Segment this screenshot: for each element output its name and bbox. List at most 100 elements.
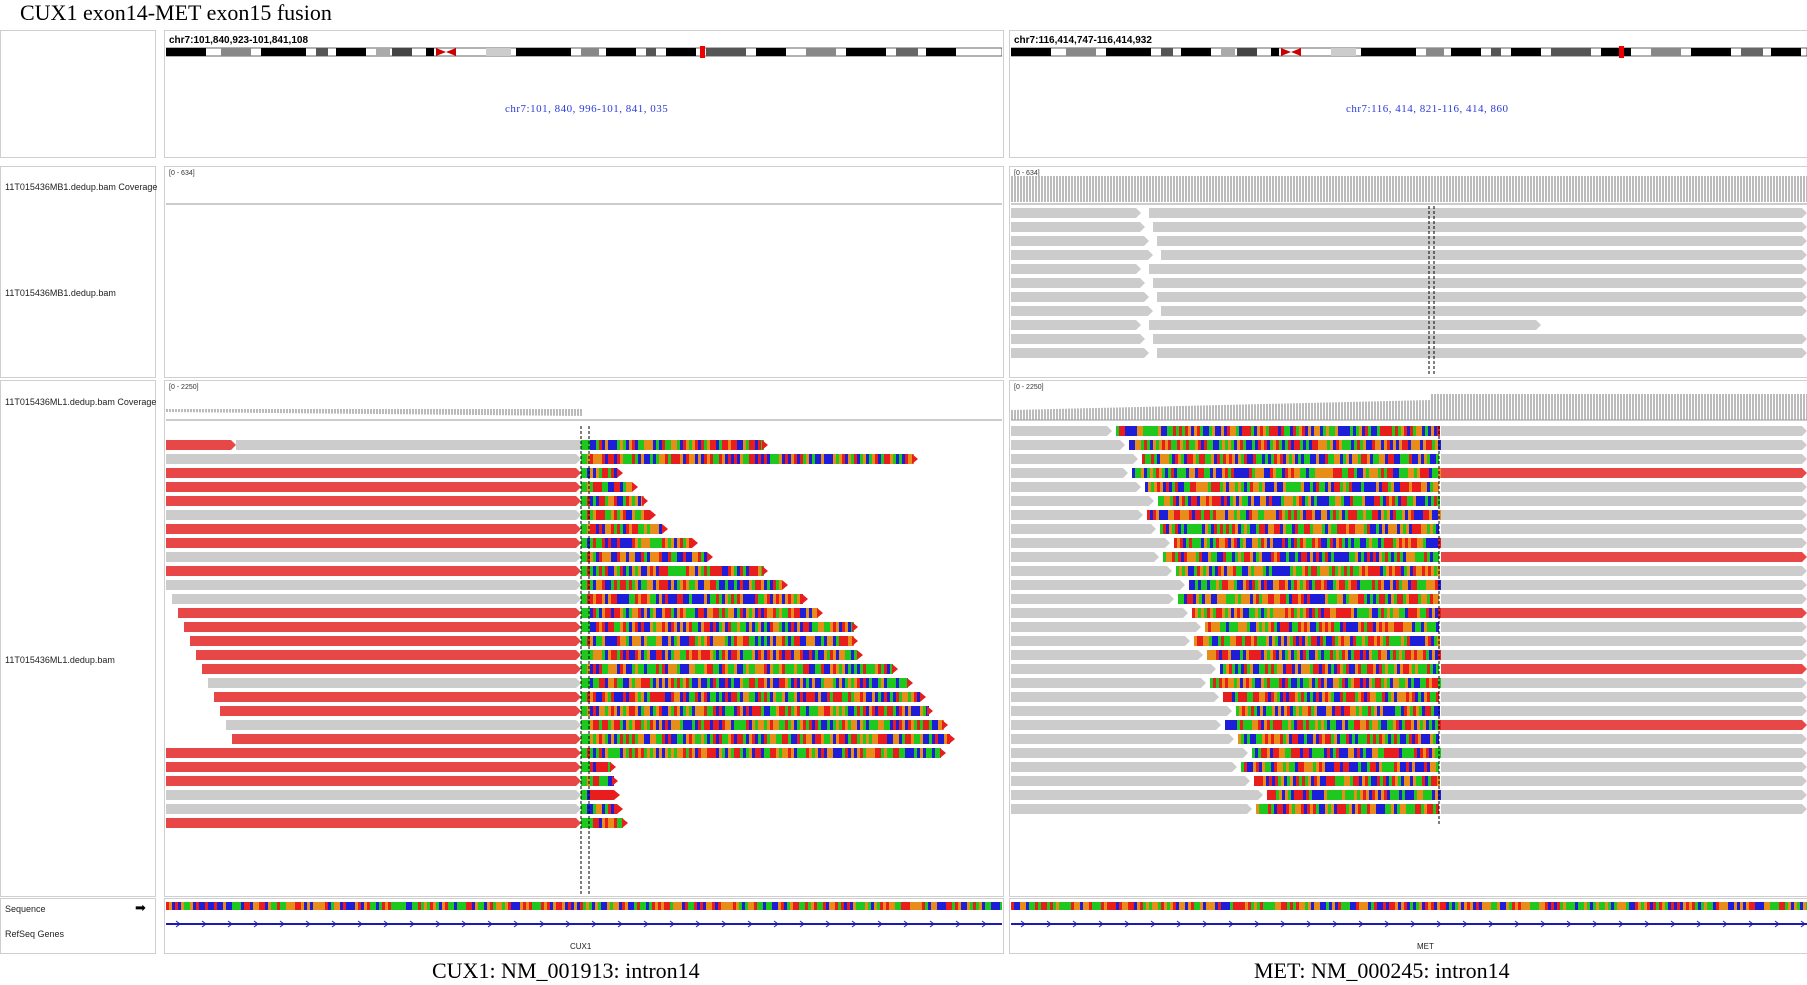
- sequence-label[interactable]: Sequence: [5, 904, 46, 914]
- right-sequence-gene-track[interactable]: [1011, 900, 1807, 930]
- read: [1441, 440, 1802, 450]
- read: [166, 468, 576, 478]
- right-ml1-range: [0 - 2250]: [1014, 384, 1044, 391]
- read: [1011, 636, 1185, 646]
- read: [1011, 454, 1133, 464]
- right-region-label[interactable]: chr7:116,414,747-116,414,932: [1014, 35, 1152, 46]
- right-gene-label[interactable]: MET: [1417, 942, 1434, 951]
- read: [1441, 790, 1802, 800]
- read: [1441, 566, 1802, 576]
- read: [1011, 250, 1148, 260]
- read: [166, 440, 231, 450]
- read: [1011, 678, 1201, 688]
- read: [1149, 320, 1536, 330]
- ml1-coverage-label[interactable]: 11T015436ML1.dedup.bam Coverage: [5, 397, 157, 407]
- read: [166, 524, 576, 534]
- read: [1441, 734, 1802, 744]
- read: [1011, 524, 1151, 534]
- read: [1011, 482, 1136, 492]
- read: [1441, 594, 1802, 604]
- left-ml1-range: [0 - 2250]: [169, 384, 199, 391]
- right-alignment-tracks[interactable]: [1011, 166, 1807, 897]
- read: [1441, 482, 1802, 492]
- read: [226, 720, 576, 730]
- read: [1441, 650, 1802, 660]
- read: [220, 706, 576, 716]
- read: [1011, 594, 1169, 604]
- read: [1011, 320, 1136, 330]
- read: [1011, 236, 1144, 246]
- left-sequence-gene-track[interactable]: [166, 900, 1002, 930]
- left-alignment-tracks[interactable]: [166, 166, 1002, 897]
- read: [166, 748, 576, 758]
- right-mb1-range: [0 - 634]: [1014, 170, 1040, 177]
- read: [1011, 348, 1144, 358]
- mb1-reads-label[interactable]: 11T015436MB1.dedup.bam: [5, 288, 116, 298]
- left-mb1-panel: [0 - 634]: [164, 166, 1004, 378]
- read: [1011, 692, 1214, 702]
- left-gene-label[interactable]: CUX1: [570, 942, 592, 951]
- read: [166, 566, 576, 576]
- read: [1441, 664, 1802, 674]
- read: [1011, 208, 1136, 218]
- read: [202, 664, 576, 674]
- read: [166, 510, 576, 520]
- read: [1011, 622, 1196, 632]
- read: [232, 734, 576, 744]
- read: [1441, 426, 1802, 436]
- read: [1441, 510, 1802, 520]
- read: [1011, 706, 1227, 716]
- read: [166, 454, 576, 464]
- read: [1011, 306, 1148, 316]
- name-panel-header: [0, 30, 156, 158]
- read: [1011, 762, 1232, 772]
- read: [1441, 454, 1802, 464]
- current-position-marker: [1619, 46, 1624, 58]
- read: [1161, 306, 1802, 316]
- read: [1011, 278, 1140, 288]
- current-position-marker: [700, 46, 705, 58]
- read: [1441, 692, 1802, 702]
- read: [1441, 776, 1802, 786]
- read: [1441, 762, 1802, 772]
- name-panel-ml1: 11T015436ML1.dedup.bam Coverage 11T01543…: [0, 380, 156, 897]
- read: [166, 762, 576, 772]
- left-caption: CUX1: NM_001913: intron14: [432, 958, 700, 983]
- right-caption: MET: NM_000245: intron14: [1254, 958, 1510, 983]
- read: [1011, 776, 1245, 786]
- read: [166, 580, 576, 590]
- read: [1441, 496, 1802, 506]
- read: [1153, 334, 1802, 344]
- name-panel-mb1: 11T015436MB1.dedup.bam Coverage 11T01543…: [0, 166, 158, 378]
- read: [1011, 580, 1180, 590]
- mb1-coverage-label[interactable]: 11T015436MB1.dedup.bam Coverage: [5, 182, 158, 192]
- read: [1441, 748, 1802, 758]
- read: [1441, 580, 1802, 590]
- arrow-right-icon[interactable]: ➡: [135, 900, 146, 915]
- read: [1157, 292, 1802, 302]
- read: [1441, 622, 1802, 632]
- read: [1011, 720, 1216, 730]
- read: [1441, 552, 1802, 562]
- read: [1011, 468, 1123, 478]
- read: [1441, 804, 1802, 814]
- read: [1441, 720, 1802, 730]
- read: [1157, 236, 1802, 246]
- read: [1011, 608, 1183, 618]
- read: [1161, 250, 1802, 260]
- left-region-label[interactable]: chr7:101,840,923-101,841,108: [169, 35, 309, 46]
- read: [166, 776, 576, 786]
- refseq-label[interactable]: RefSeq Genes: [5, 929, 65, 939]
- read: [1157, 348, 1802, 358]
- ml1-reads-label[interactable]: 11T015436ML1.dedup.bam: [5, 655, 115, 665]
- read: [1011, 664, 1211, 674]
- right-ideogram[interactable]: [1011, 46, 1807, 58]
- read: [1441, 538, 1802, 548]
- figure-title: CUX1 exon14-MET exon15 fusion: [20, 0, 332, 25]
- read: [1011, 538, 1165, 548]
- read: [190, 636, 576, 646]
- read: [1011, 426, 1107, 436]
- read: [1011, 440, 1120, 450]
- left-ideogram[interactable]: [166, 46, 1002, 58]
- read: [166, 804, 576, 814]
